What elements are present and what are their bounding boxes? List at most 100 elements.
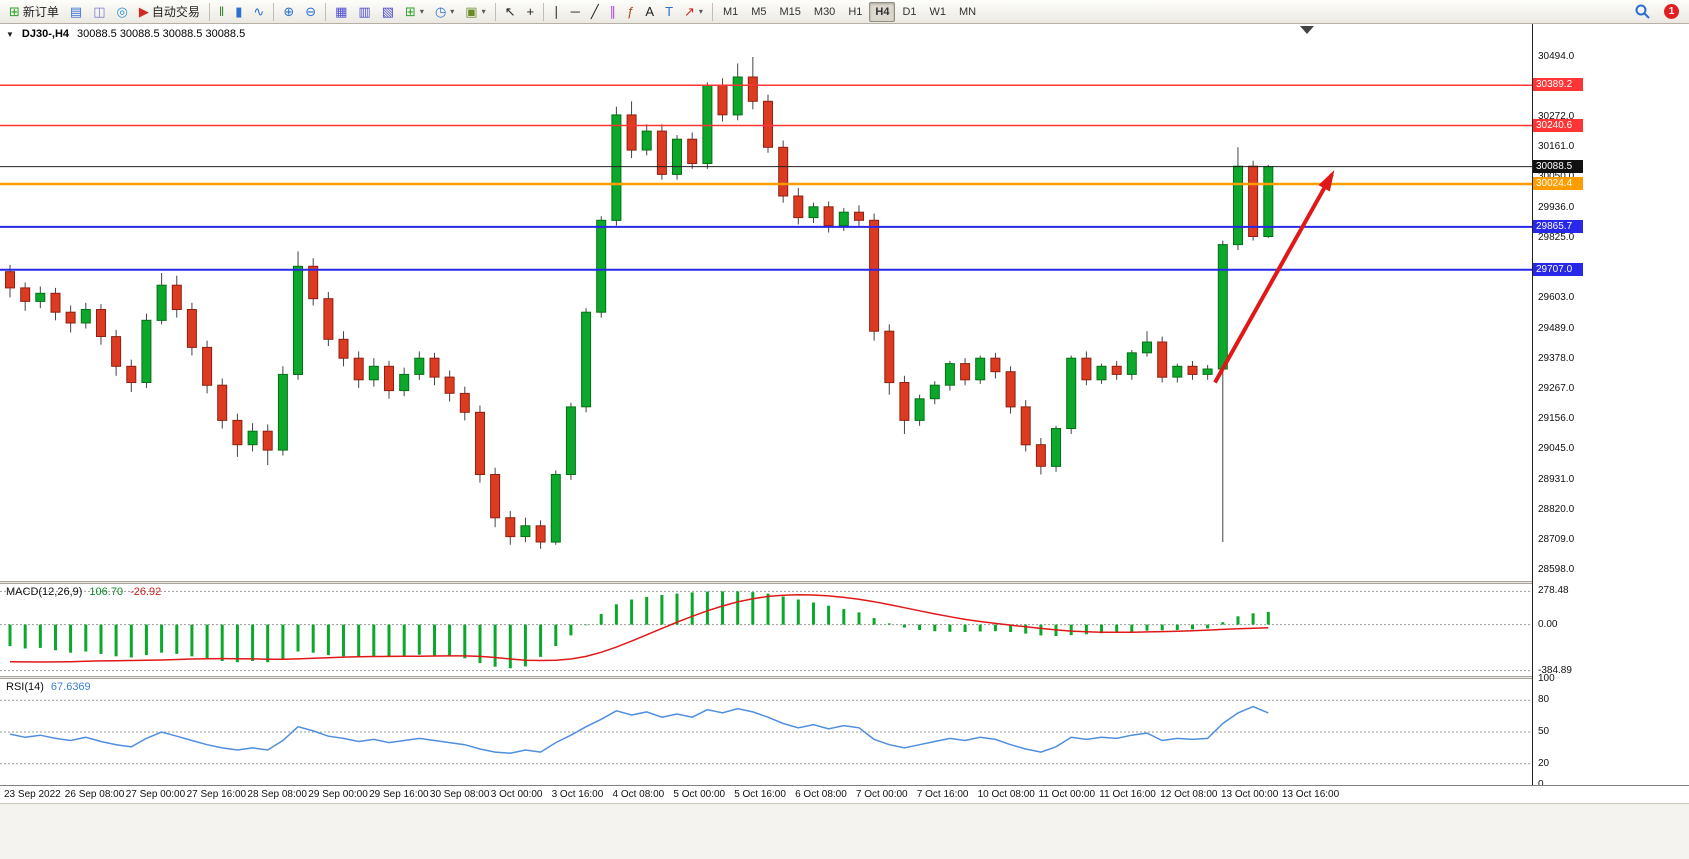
crosshair-button[interactable]: +: [522, 1, 540, 23]
cascade-charts-button[interactable]: ▧: [377, 1, 399, 23]
price-axis-label: 30050.0: [1538, 171, 1574, 182]
time-axis-label: 3 Oct 00:00: [490, 789, 543, 800]
candlestick-button[interactable]: ▮: [230, 1, 247, 23]
time-axis-label: 7 Oct 00:00: [855, 789, 908, 800]
candle-body: [414, 357, 425, 375]
trendline-button[interactable]: ╱: [586, 1, 604, 23]
data-window-button[interactable]: ◫: [88, 1, 110, 23]
timeframe-mn-button[interactable]: MN: [959, 5, 977, 18]
new-order-button-label: 新订单: [22, 5, 59, 19]
new-chart-button[interactable]: ⊞ ▾: [400, 1, 429, 23]
new-order-button[interactable]: ⊞ 新订单: [4, 1, 64, 23]
toolbar-separator: [325, 2, 327, 21]
rsi-line: [9, 705, 1269, 754]
vertical-line-button[interactable]: ∣: [548, 1, 565, 23]
toolbar: ⊞ 新订单 ▤ ◫ ◎ ▶ 自动交易 ‖ ▮ ∿ ⊕ ⊖ ▦ ▥ ▧ ⊞ ▾ ◷ ▾ ▣ ▾ ↖ + ∣ ─ ╱ ∥ ƒ A T ↗ ▾ M1 M…: [0, 0, 1689, 24]
rsi-pane[interactable]: [0, 679, 1532, 785]
macd-bar: [205, 624, 209, 659]
timeframe-d1-button[interactable]: D1: [902, 5, 917, 18]
time-axis-label: 5 Oct 00:00: [673, 789, 726, 800]
horizontal-line-button[interactable]: ─: [566, 1, 585, 23]
candle-body: [232, 419, 243, 446]
fibonacci-button[interactable]: ƒ: [622, 1, 639, 23]
candle-body: [763, 100, 773, 148]
bar-chart-button[interactable]: ‖: [214, 1, 229, 23]
label-button[interactable]: T: [660, 1, 678, 23]
notification-badge[interactable]: 1: [1664, 4, 1679, 19]
macd-bar: [827, 605, 831, 625]
candle-body: [141, 319, 152, 383]
candle-body: [1217, 244, 1228, 370]
time-axis-label: 11 Oct 00:00: [1038, 789, 1096, 800]
candle-body: [565, 406, 576, 475]
cursor-icon: ↖: [504, 4, 516, 19]
terminal-icon: ◎: [116, 4, 128, 19]
one-click-trading-toggle[interactable]: ▼: [6, 29, 14, 39]
macd-pane[interactable]: [0, 584, 1532, 676]
rsi-axis-label: 50: [1538, 726, 1550, 737]
terminal-button[interactable]: ◎: [112, 1, 133, 23]
timeframe-h1-button[interactable]: H1: [848, 5, 863, 18]
price-axis-label: 29603.0: [1538, 291, 1575, 303]
macd-bar: [54, 624, 57, 651]
trend-arrow[interactable]: [1213, 173, 1334, 384]
chart-shift-marker[interactable]: [1300, 26, 1314, 34]
channel-icon: ∥: [609, 4, 617, 19]
period-button[interactable]: ◷ ▾: [430, 1, 459, 23]
price-axis-label: 28598.0: [1538, 563, 1575, 575]
zoom-in-button[interactable]: ⊕: [278, 1, 299, 23]
market-watch-button[interactable]: ▤: [65, 1, 87, 23]
price-chart[interactable]: [0, 24, 1532, 581]
time-axis-label: 13 Oct 00:00: [1221, 789, 1279, 800]
timeframe-m15-button[interactable]: M15: [779, 5, 801, 18]
cursor-button[interactable]: ↖: [500, 1, 521, 23]
macd-bar: [417, 624, 421, 655]
zoom-out-button[interactable]: ⊖: [300, 1, 321, 23]
macd-bar: [402, 624, 406, 656]
macd-bar: [433, 624, 436, 656]
pane-separator[interactable]: [0, 581, 1689, 584]
time-axis[interactable]: 23 Sep 2022 26 Sep 08:00 27 Sep 00:00 27 Se…: [0, 785, 1689, 804]
arrange-charts-icon: ▥: [358, 4, 371, 19]
macd-bar: [796, 599, 800, 625]
candle-body: [399, 373, 410, 392]
templates-button[interactable]: ▣ ▾: [460, 1, 490, 23]
macd-bar: [311, 624, 315, 653]
fibonacci-icon: ƒ: [627, 4, 635, 19]
macd-bar: [1175, 624, 1179, 630]
search-button[interactable]: [1629, 1, 1656, 23]
shapes-button[interactable]: ↗ ▾: [679, 1, 708, 23]
timeframe-h4-button[interactable]: H4: [869, 1, 896, 22]
price-axis-label: 29045.0: [1538, 442, 1575, 454]
text-button[interactable]: A: [640, 1, 659, 23]
candle-body: [1096, 365, 1107, 381]
macd-bar: [99, 624, 103, 654]
tile-windows-button[interactable]: ▦: [330, 1, 352, 23]
candle-body: [672, 138, 682, 175]
pane-separator[interactable]: [0, 676, 1689, 679]
macd-bar: [584, 624, 588, 626]
candle-body: [80, 309, 91, 324]
timeframe-m5-button[interactable]: M5: [751, 5, 767, 18]
timeframe-m1-button[interactable]: M1: [722, 5, 739, 18]
timeframe-w1-button[interactable]: W1: [929, 5, 947, 18]
auto-trading-button[interactable]: ▶ 自动交易: [134, 1, 205, 23]
rsi-indicator-label: RSI(14) 67.6369: [6, 681, 91, 693]
macd-bar: [235, 624, 239, 663]
timeframe-m30-button[interactable]: M30: [813, 5, 836, 18]
candle-body: [475, 411, 485, 475]
price-axis-label: 30494.0: [1538, 51, 1575, 62]
candle-body: [353, 357, 364, 381]
macd-bar: [190, 624, 194, 657]
toolbar-separator: [494, 2, 496, 21]
candlestick-icon: ▮: [235, 4, 243, 19]
toolbar-right-cluster: 1: [1629, 1, 1685, 23]
line-chart-button[interactable]: ∿: [248, 1, 269, 23]
channel-button[interactable]: ∥: [605, 1, 622, 23]
macd-bar: [963, 624, 967, 632]
arrange-charts-button[interactable]: ▥: [353, 1, 375, 23]
macd-bar: [1115, 624, 1119, 633]
macd-bar: [690, 592, 694, 625]
candle-body: [1202, 368, 1213, 375]
price-axis[interactable]: 30494.030383.030272.030161.030050.029936…: [1533, 24, 1689, 803]
